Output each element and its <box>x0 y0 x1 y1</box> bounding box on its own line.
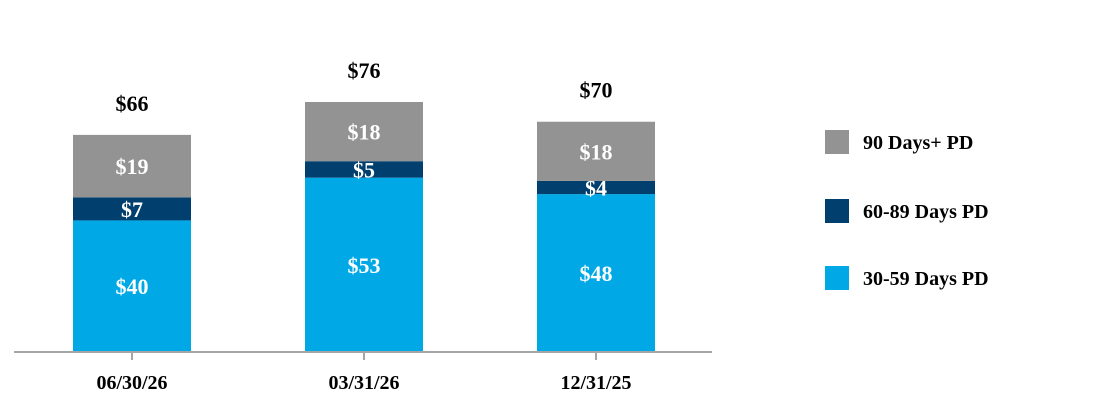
segment-label: $40 <box>116 274 149 299</box>
bar-segment-90-days-pd-1 <box>73 134 191 198</box>
total-label: $66 <box>116 91 149 116</box>
bar-segment-60-89-days-pd-2 <box>305 161 423 178</box>
bar-segment-30-59-days-pd-2 <box>305 177 423 352</box>
bar-segment-30-59-days-pd-1 <box>73 220 191 352</box>
segment-label: $48 <box>580 261 613 286</box>
bar-segment-60-89-days-pd-1 <box>73 197 191 221</box>
segment-label: $18 <box>580 139 613 164</box>
legend-swatch <box>825 199 849 223</box>
legend-swatch <box>825 266 849 290</box>
legend-label: 30-59 Days PD <box>863 268 989 290</box>
total-label: $70 <box>580 78 613 103</box>
x-tick-label: 06/30/26 <box>96 372 167 394</box>
legend-label: 90 Days+ PD <box>863 132 973 154</box>
segment-label: $18 <box>348 120 381 145</box>
bar-segment-30-59-days-pd-3 <box>537 194 655 352</box>
segment-label: $4 <box>585 176 607 201</box>
legend-label: 60-89 Days PD <box>863 201 989 223</box>
legend-swatch <box>825 130 849 154</box>
segment-label: $19 <box>116 154 149 179</box>
bar-segment-60-89-days-pd-3 <box>537 180 655 195</box>
total-label: $76 <box>348 58 381 83</box>
x-axis: 06/30/26 03/31/26 12/31/25 <box>14 351 712 394</box>
bar-segment-90-days-pd-3 <box>537 121 655 181</box>
segment-label: $7 <box>121 197 143 222</box>
bar-segment-90-days-pd-2 <box>305 102 423 162</box>
segment-label: $5 <box>353 157 375 182</box>
x-tick-label: 03/31/26 <box>328 372 399 394</box>
legend: 90 Days+ PD 60-89 Days PD 30-59 Days PD <box>825 130 989 290</box>
x-tick-label: 12/31/25 <box>560 372 631 394</box>
segment-label: $53 <box>348 253 381 278</box>
bars-group: $40 $7 $19 $66 $53 $5 $18 $76 $48 $4 $18 $70 <box>73 58 655 352</box>
